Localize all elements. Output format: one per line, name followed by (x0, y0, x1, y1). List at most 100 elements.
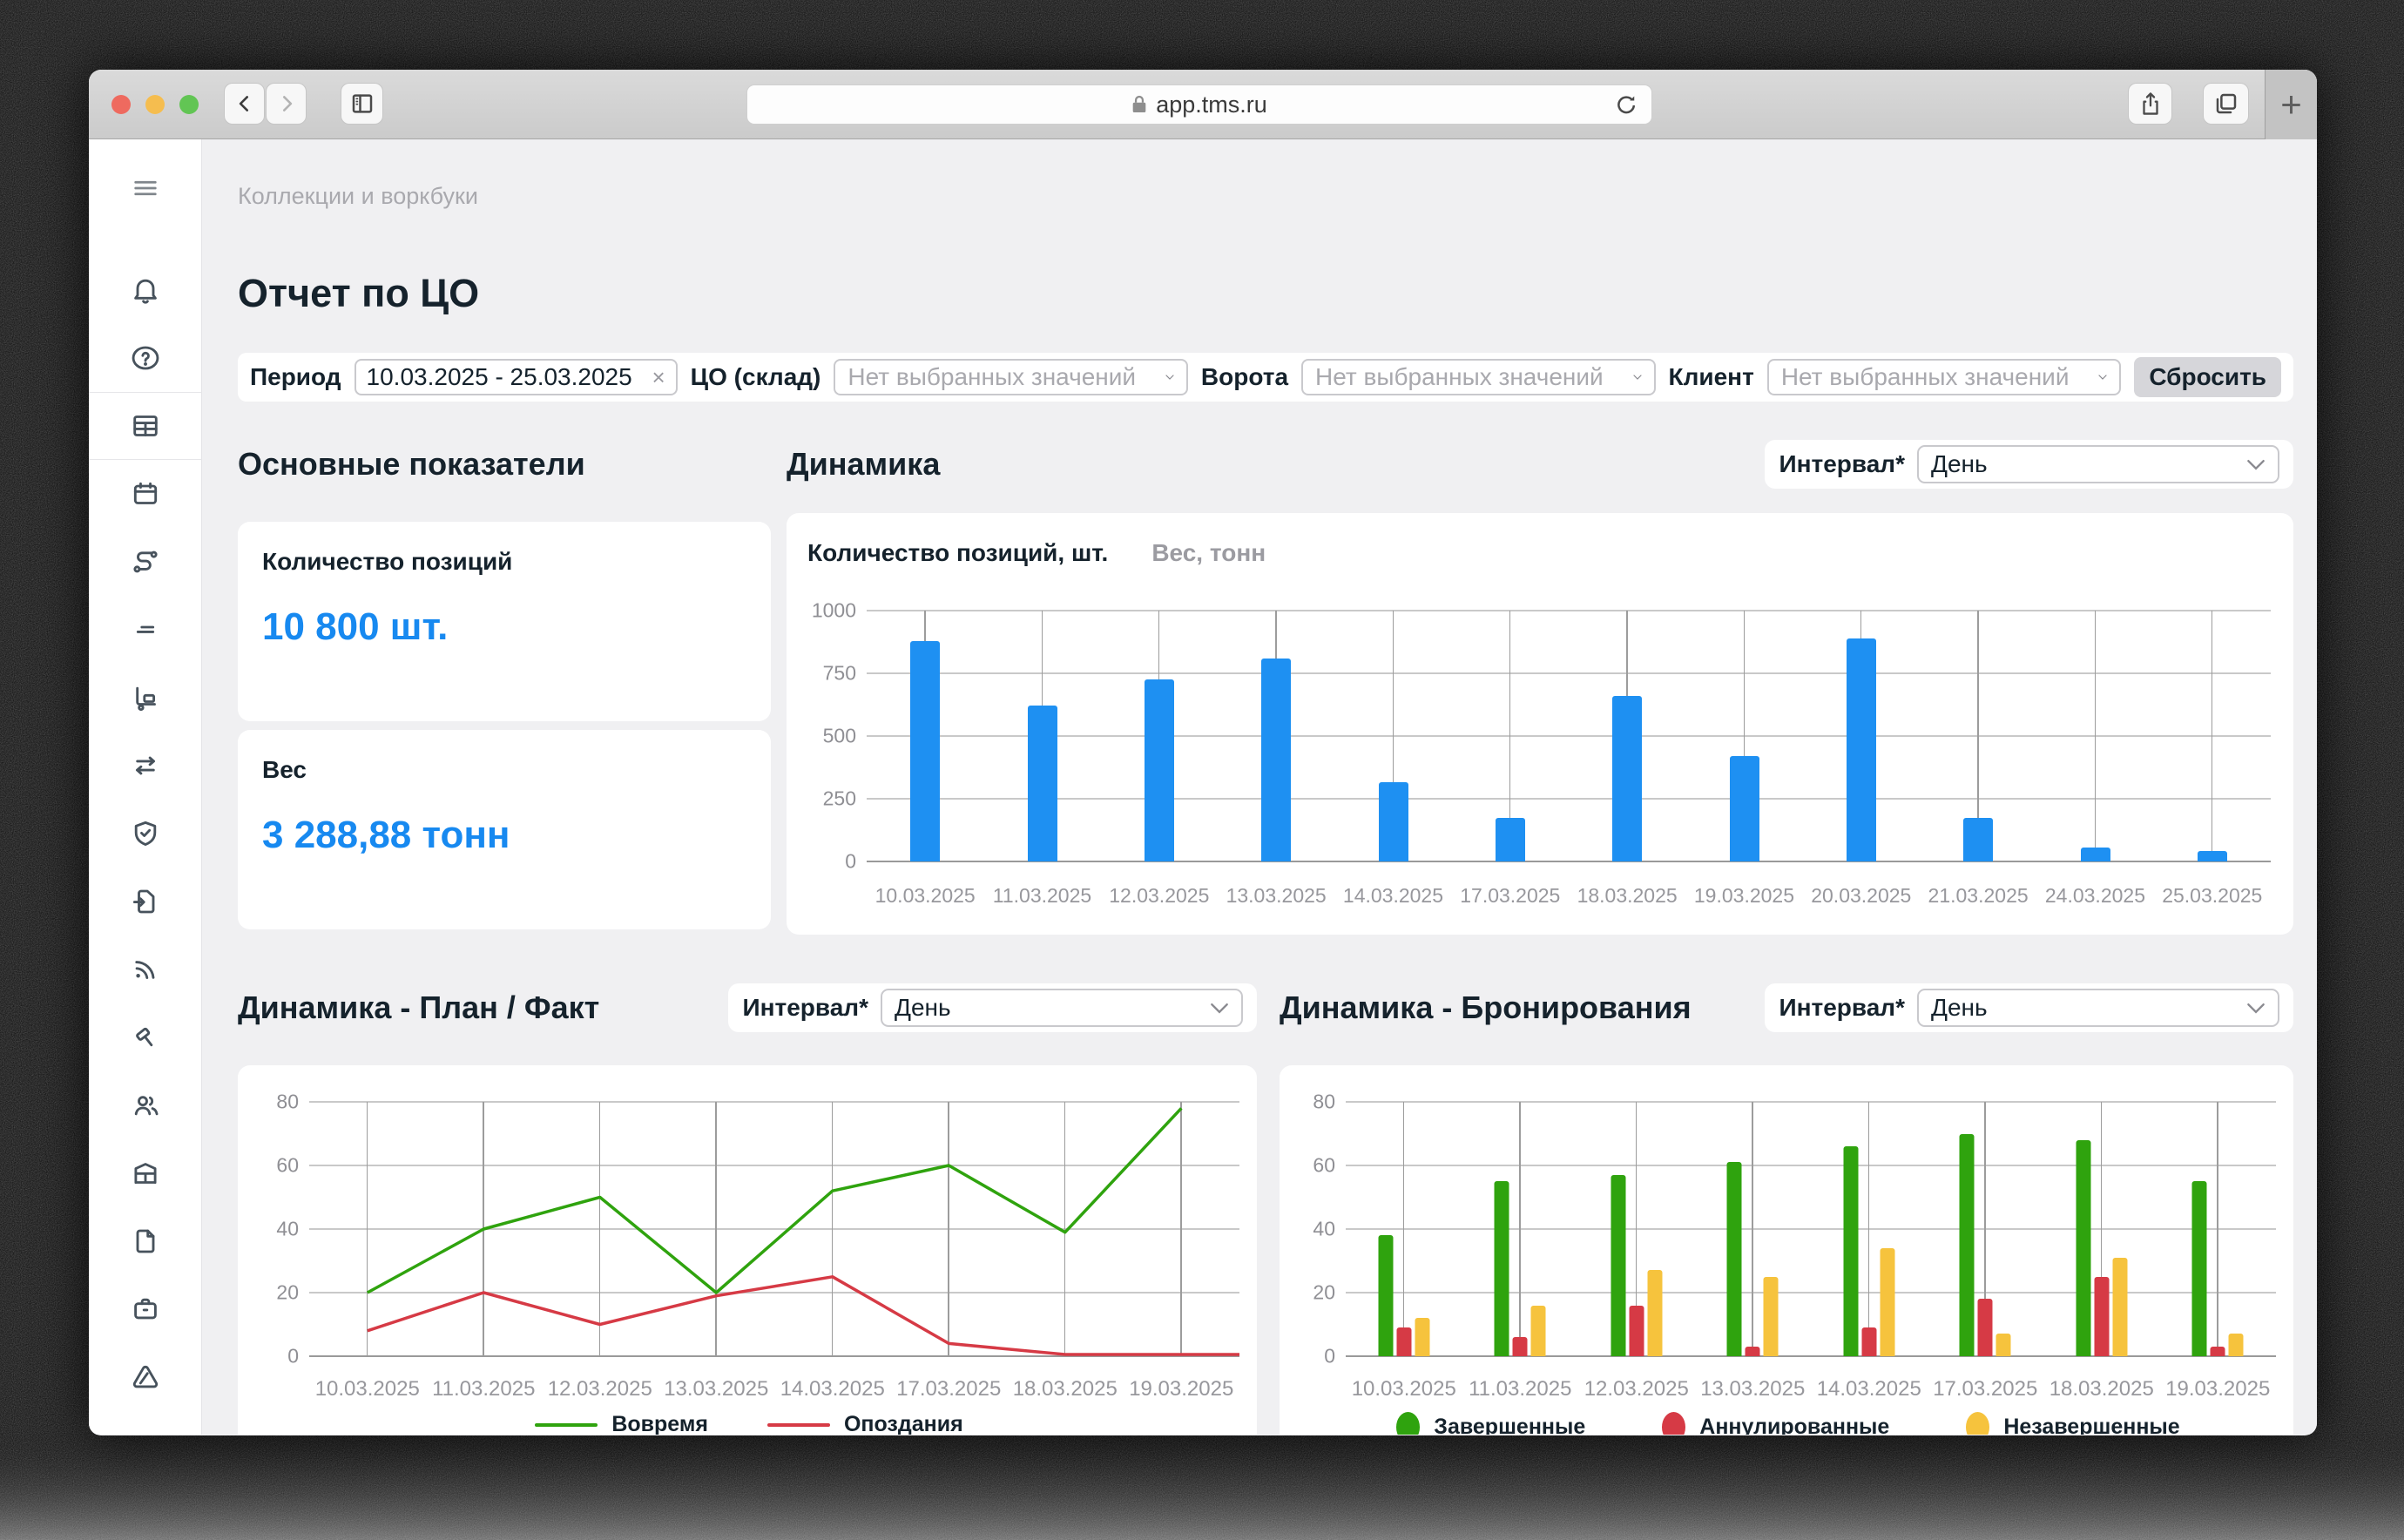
y-tick: 20 (276, 1280, 299, 1304)
sidebar-item-security[interactable] (89, 800, 201, 868)
interval-value: День (1931, 994, 1988, 1021)
interval-value: День (895, 994, 951, 1021)
x-tick: 20.03.2025 (1811, 884, 1912, 907)
gridline-v (1180, 1102, 1182, 1356)
dynamics-interval-select[interactable]: День (1917, 445, 2279, 483)
completed-swatch (1396, 1412, 1421, 1435)
sidebar-item-notifications[interactable] (89, 256, 201, 324)
reload-icon[interactable] (1613, 92, 1639, 118)
dynamics-chart-card: Количество позиций, шт. Вес, тонн 0 250 50… (787, 513, 2293, 935)
plan-fact-interval-select[interactable]: День (881, 989, 1243, 1027)
browser-toolbar: app.tms.ru + (89, 70, 2317, 139)
bar (2228, 1334, 2244, 1356)
chevron-down-icon (2247, 1003, 2265, 1014)
minimize-window-button[interactable] (145, 95, 165, 114)
x-axis-labels: 10.03.2025 11.03.2025 12.03.2025 13.03.2025… (309, 1356, 1239, 1402)
share-button[interactable] (2128, 83, 2172, 125)
x-tick: 11.03.2025 (432, 1377, 536, 1401)
interval-label: Интервал* (742, 994, 868, 1021)
bell-icon (133, 279, 157, 304)
y-tick: 500 (822, 724, 856, 747)
y-axis-labels: 0 250 500 750 1000 (807, 599, 867, 873)
sidebar-item-menu[interactable] (89, 155, 201, 221)
sidebar-item-document-export[interactable] (89, 868, 201, 935)
bar (1729, 756, 1759, 861)
clear-period-icon[interactable]: × (652, 363, 665, 390)
x-tick: 18.03.2025 (1012, 1377, 1118, 1401)
main-content: Коллекции и воркбуки Отчет по ЦО Период … (202, 139, 2317, 1435)
sidebar-item-routes[interactable] (89, 528, 201, 596)
legend-label: Аннулированные (1699, 1415, 1890, 1435)
kpi-card-positions: Количество позиций 10 800 шт. (238, 522, 771, 721)
sidebar-item-documents[interactable] (89, 1207, 201, 1275)
bookings-interval-select[interactable]: День (1917, 989, 2279, 1027)
incomplete-swatch (1966, 1412, 1990, 1435)
sidebar-item-pallets[interactable] (89, 664, 201, 732)
sidebar-item-transfers[interactable] (89, 732, 201, 800)
bar (2191, 1181, 2207, 1356)
gates-label: Ворота (1200, 363, 1289, 390)
y-axis-labels: 0 20 40 60 80 (1300, 1091, 1346, 1368)
bar (1530, 1305, 1546, 1356)
bar (1396, 1327, 1412, 1356)
sidebar-toggle-button[interactable] (341, 83, 383, 125)
bar (1027, 706, 1057, 861)
new-tab-button[interactable]: + (2265, 70, 2317, 139)
url-bar[interactable]: app.tms.ru (746, 84, 1652, 125)
transfer-arrows-icon (135, 756, 155, 775)
zoom-window-button[interactable] (179, 95, 199, 114)
bar (1861, 1327, 1877, 1356)
forward-button[interactable] (266, 83, 307, 125)
bar (1415, 1318, 1430, 1356)
close-window-button[interactable] (111, 95, 131, 114)
sidebar-item-signal[interactable] (89, 935, 201, 1003)
kpi-label: Вес (262, 756, 307, 783)
gridline-v (1519, 1102, 1521, 1356)
x-tick: 19.03.2025 (2165, 1377, 2271, 1401)
bar (910, 640, 941, 861)
bar (2210, 1347, 2225, 1356)
x-tick: 21.03.2025 (1928, 884, 2029, 907)
sidebar-item-calendar[interactable] (89, 460, 201, 528)
tabs-icon (2216, 93, 2236, 114)
sidebar-item-briefcase[interactable] (89, 1275, 201, 1343)
x-tick: 13.03.2025 (664, 1377, 769, 1401)
tab-overview-button[interactable] (2203, 83, 2249, 125)
back-button[interactable] (224, 83, 265, 125)
signal-icon (134, 961, 154, 980)
gridline-h (867, 735, 2271, 737)
tab-positions[interactable]: Количество позиций, шт. (807, 539, 1109, 566)
x-tick: 17.03.2025 (896, 1377, 1002, 1401)
sidebar-item-tasks[interactable] (89, 596, 201, 664)
dynamics-interval-group: Интервал* День (1765, 440, 2293, 489)
kpi-card-weight: Вес 3 288,88 тонн (238, 730, 771, 929)
period-date-input[interactable]: 10.03.2025 - 25.03.2025 × (354, 359, 678, 395)
route-icon (132, 550, 158, 573)
period-label: Период (250, 363, 341, 390)
sidebar-item-warehouse[interactable] (89, 1139, 201, 1207)
sidebar-item-users[interactable] (89, 1071, 201, 1139)
gates-select[interactable]: Нет выбранных значений (1301, 359, 1656, 395)
sidebar-item-help[interactable] (89, 324, 201, 392)
breadcrumb[interactable]: Коллекции и воркбуки (238, 183, 478, 209)
gridline-v (1867, 1102, 1870, 1356)
sidebar-item-reports-table[interactable] (89, 392, 201, 460)
legend-item-late: Опоздания (766, 1412, 963, 1435)
sidebar-item-tools[interactable] (89, 1003, 201, 1071)
bar (1745, 1347, 1760, 1356)
bar (1726, 1162, 1742, 1356)
y-axis-labels: 0 20 40 60 80 (259, 1091, 309, 1368)
plot-area (1346, 1101, 2276, 1357)
gridline-h (1346, 1292, 2276, 1293)
co-warehouse-select[interactable]: Нет выбранных значений (834, 359, 1188, 395)
tab-weight[interactable]: Вес, тонн (1151, 539, 1266, 566)
co-warehouse-label: ЦО (склад) (690, 363, 821, 390)
sidebar-item-alerts[interactable] (89, 1343, 201, 1411)
gridline-v (2100, 1102, 2103, 1356)
client-select[interactable]: Нет выбранных значений (1766, 359, 2122, 395)
y-tick: 750 (822, 661, 856, 685)
bar (1378, 782, 1408, 861)
plan-fact-section-title: Динамика - План / Факт (238, 990, 600, 1025)
co-placeholder: Нет выбранных значений (847, 363, 1137, 390)
reset-button[interactable]: Сбросить (2134, 357, 2282, 397)
